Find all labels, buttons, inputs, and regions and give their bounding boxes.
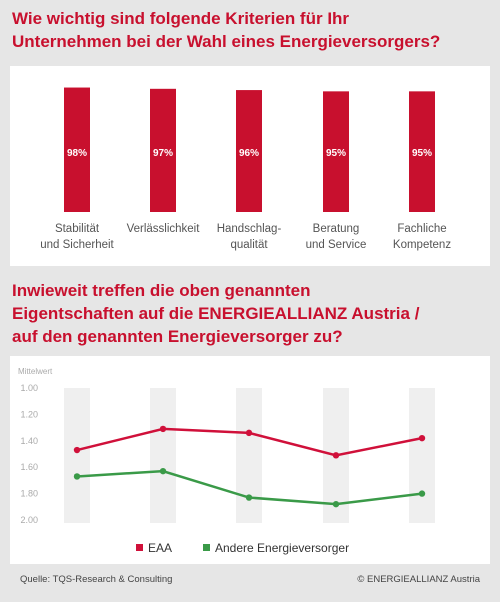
chart-title: Inwieweit treffen die oben genannten Eige…	[12, 281, 420, 346]
point	[73, 473, 81, 480]
y-tick-label: 1.20	[20, 409, 38, 419]
value-label: 96%	[239, 148, 259, 159]
point	[418, 434, 426, 442]
x-tick-label: Handschlag-qualität	[217, 223, 282, 251]
bar	[236, 90, 262, 212]
value-label: 95%	[326, 148, 346, 159]
x-tick-label: Verlässlichkeit	[127, 223, 201, 235]
x-tick-label: Stabilität und Sicherheit	[40, 223, 114, 251]
column-band	[236, 388, 262, 523]
bar	[150, 88, 176, 212]
chart-title: Wie wichtig sind folgende Kriterien für …	[12, 9, 440, 51]
legend-swatch	[136, 544, 143, 551]
point	[332, 452, 340, 459]
y-tick-label: 2.00	[20, 515, 38, 525]
point	[332, 500, 340, 508]
y-tick-label: 1.00	[20, 383, 38, 393]
column-band	[409, 388, 435, 523]
bar	[409, 91, 435, 212]
x-tick-label: Beratung und Service	[306, 223, 367, 251]
point	[159, 467, 167, 475]
point	[418, 490, 426, 497]
value-label: 95%	[412, 148, 432, 159]
legend-label: EAA	[148, 541, 172, 555]
legend-label: Andere Energieversorger	[215, 541, 349, 555]
y-tick-label: 1.80	[20, 489, 38, 499]
point	[73, 446, 81, 454]
bar	[64, 87, 90, 212]
point	[245, 494, 253, 501]
value-label: 97%	[153, 148, 173, 159]
y-axis-label: Mittelwert	[18, 367, 53, 376]
footer-source: Quelle: TQS-Research & Consulting	[20, 574, 172, 585]
point	[245, 429, 253, 437]
column-band	[64, 388, 90, 523]
y-tick-label: 1.40	[20, 436, 38, 446]
legend-swatch	[203, 544, 210, 551]
bar	[323, 91, 349, 212]
x-tick-label: Fachliche Kompetenz	[393, 223, 451, 251]
column-band	[150, 388, 176, 523]
footer-copyright: © ENERGIEALLIANZ Austria	[357, 574, 480, 585]
y-tick-label: 1.60	[20, 462, 38, 472]
value-label: 98%	[67, 148, 87, 159]
point	[159, 425, 167, 433]
